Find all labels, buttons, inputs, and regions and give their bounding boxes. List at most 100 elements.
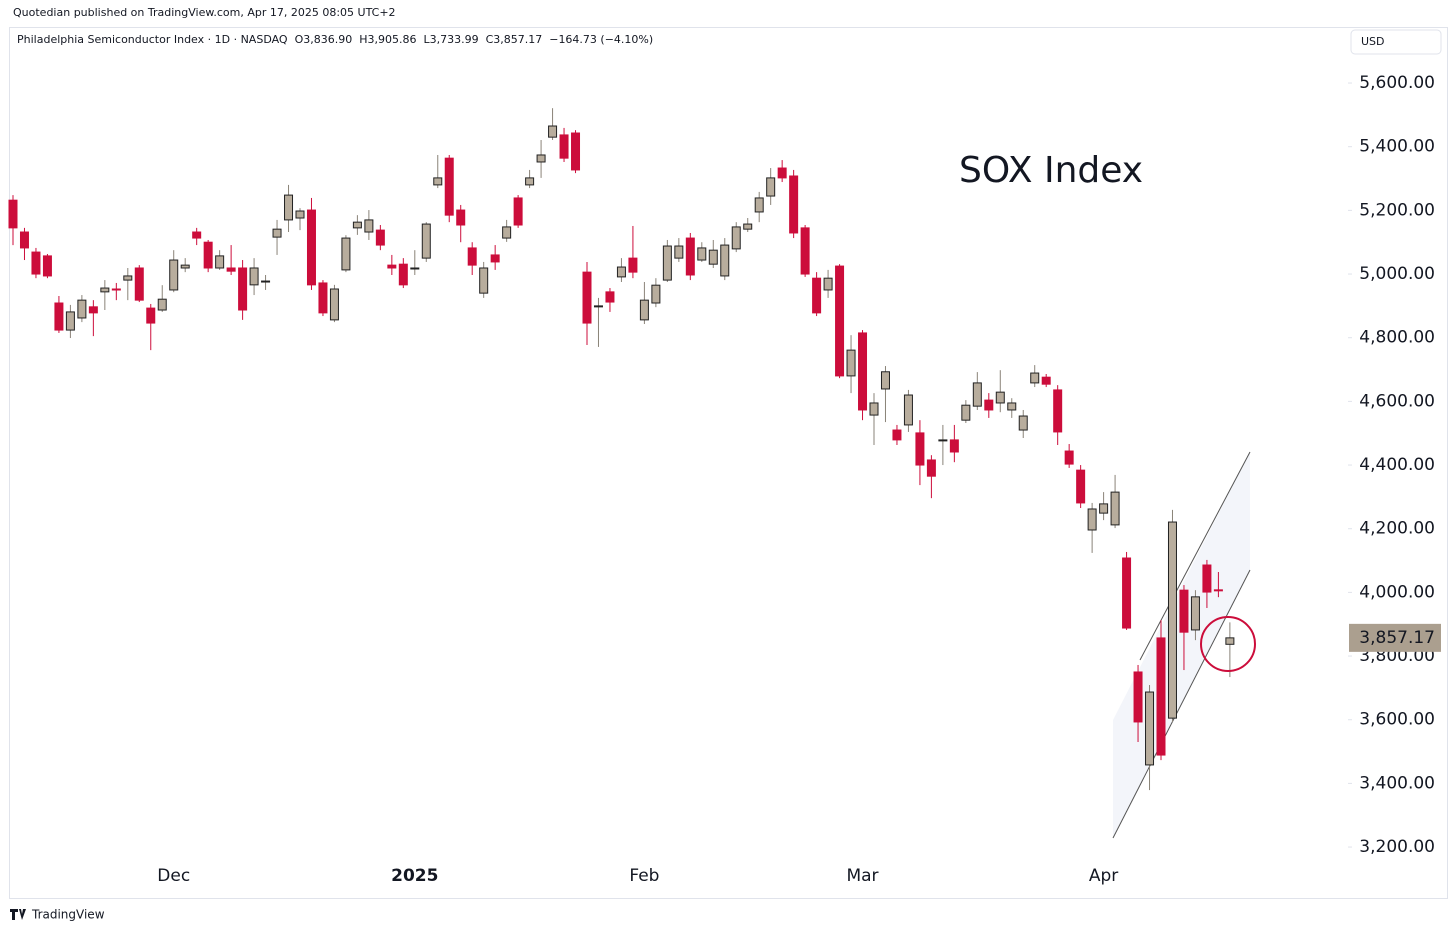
candle-body-down: [1156, 637, 1166, 756]
candle-body-up: [674, 245, 684, 259]
candle-body-up: [180, 264, 190, 269]
candle-body-up: [720, 244, 730, 277]
candle-body-down: [513, 197, 523, 226]
candle-body-down: [387, 264, 397, 269]
y-tick-label: 5,000.00: [1359, 264, 1435, 284]
candle-body-down: [777, 167, 787, 179]
chart-title: SOX Index: [959, 150, 1143, 191]
price-tag: [1349, 623, 1441, 652]
candle-body-up: [284, 194, 294, 221]
candle-body-down: [42, 255, 52, 277]
candle-body-down: [490, 254, 500, 263]
candle-body-up: [754, 197, 764, 213]
candle-body-up: [961, 404, 971, 421]
candle-body-down: [1133, 671, 1143, 723]
candle-body-down: [915, 432, 925, 466]
candle-body-up: [272, 228, 282, 238]
candle-body-up: [536, 154, 546, 163]
candle-body-down: [835, 265, 845, 377]
y-tick-label: 4,600.00: [1359, 391, 1435, 411]
candle-body-up: [364, 219, 374, 233]
y-tick-label: 5,400.00: [1359, 137, 1435, 157]
candle-body-up: [295, 210, 305, 219]
candle-body-up: [1190, 596, 1200, 631]
candle-body-down: [375, 229, 385, 246]
candle-body-down: [858, 332, 868, 411]
candle-body-down: [1213, 589, 1223, 592]
candle-body-down: [306, 209, 316, 286]
candle-body-down: [467, 247, 477, 266]
y-tick-label: 4,200.00: [1359, 519, 1435, 539]
candle-body-up: [77, 299, 87, 319]
candle-body-up: [1110, 491, 1120, 526]
candle-body-down: [134, 267, 144, 301]
candle-body-down: [628, 257, 638, 273]
y-tick-label: 4,400.00: [1359, 455, 1435, 475]
candle-body-down: [582, 271, 592, 324]
candle-body-up: [1030, 372, 1040, 384]
price-tag-label: 3,857.17: [1359, 628, 1435, 648]
candle-body-up: [215, 255, 225, 269]
candle-body-down: [192, 231, 202, 239]
y-tick-label: 5,600.00: [1359, 73, 1435, 93]
candle-body-up: [731, 226, 741, 250]
candle-body-up: [938, 439, 948, 442]
candle-body-up: [880, 371, 890, 390]
candle-body-up: [1145, 691, 1155, 766]
candle-body-up: [525, 177, 535, 186]
candle-body-up: [1225, 637, 1235, 645]
footer-logo: TradingView: [31, 908, 105, 922]
candle-body-down: [1053, 389, 1063, 433]
candle-body-up: [972, 382, 982, 407]
candle-body-up: [157, 298, 167, 311]
candle-body-up: [249, 267, 259, 286]
candle-body-up: [1018, 415, 1028, 431]
x-tick-label: 2025: [391, 866, 438, 886]
candle-body-up: [1167, 521, 1177, 719]
candle-body-up: [421, 223, 431, 259]
candle-body-down: [789, 175, 799, 234]
candle-body-down: [1179, 589, 1189, 633]
candle-body-up: [743, 223, 753, 230]
candle-body-up: [65, 311, 75, 331]
candle-body-up: [903, 394, 913, 426]
candle-body-down: [559, 134, 569, 159]
candle-body-up: [123, 275, 133, 281]
candle-body-down: [146, 307, 156, 324]
candle-body-down: [19, 231, 29, 249]
candle-body-up: [995, 391, 1005, 404]
candle-body-up: [766, 177, 776, 197]
candle-body-down: [685, 237, 695, 276]
currency-button[interactable]: [1350, 29, 1442, 55]
candle-body-down: [238, 267, 248, 311]
frame: [9, 27, 1448, 899]
candle-body-up: [846, 349, 856, 377]
channel-line: [1139, 451, 1251, 661]
y-tick-label: 4,000.00: [1359, 582, 1435, 602]
candle-body-up: [823, 277, 833, 291]
candle-body-down: [54, 302, 64, 331]
candle-body-up: [593, 305, 603, 308]
candle-body-up: [479, 267, 489, 294]
candle-body-down: [88, 306, 98, 314]
candle-body-down: [926, 459, 936, 477]
candle-body-up: [662, 245, 672, 281]
y-tick-label: 3,400.00: [1359, 773, 1435, 793]
x-tick-label: Feb: [629, 866, 659, 886]
candle-body-up: [869, 402, 879, 416]
candle-body-up: [329, 288, 339, 321]
symbol-legend: Philadelphia Semiconductor Index · 1D · …: [17, 33, 653, 46]
candle-body-up: [616, 266, 626, 278]
candle-body-down: [892, 429, 902, 441]
candle-body-down: [444, 157, 454, 216]
candle-body-up: [169, 259, 179, 291]
candle-body-down: [398, 263, 408, 286]
candle-body-down: [984, 399, 994, 411]
candle-body-up: [502, 226, 512, 239]
logo-mark: [10, 909, 26, 920]
currency-label[interactable]: USD: [1361, 35, 1385, 48]
x-tick-label: Dec: [157, 866, 190, 886]
candle-body-up: [410, 267, 420, 270]
